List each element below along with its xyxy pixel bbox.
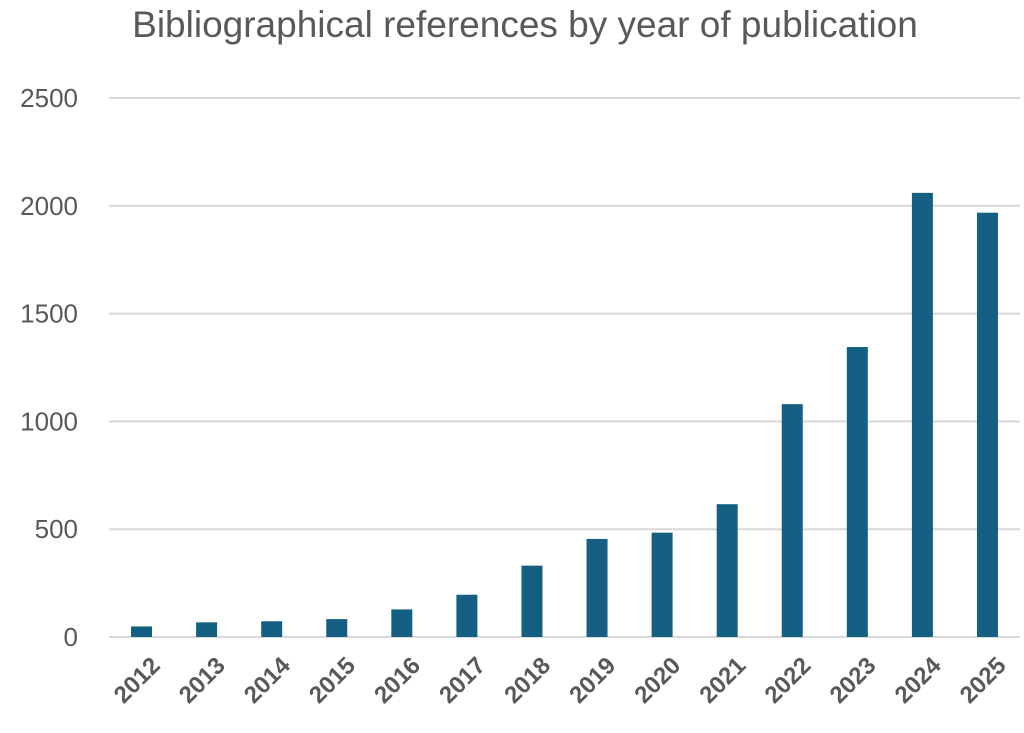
y-tick-label: 2500	[20, 83, 78, 113]
bar-2012	[131, 626, 153, 637]
bar-2018	[521, 565, 543, 637]
y-tick-label: 1500	[20, 299, 78, 329]
x-tick-label: 2017	[434, 652, 491, 709]
bar-2024	[911, 192, 933, 637]
bar-2023	[846, 347, 868, 637]
x-tick-label: 2015	[304, 652, 361, 709]
x-tick-label: 2016	[369, 652, 426, 709]
x-tick-label: 2024	[890, 652, 947, 709]
x-tick-label: 2014	[239, 652, 296, 709]
y-tick-label: 500	[35, 514, 78, 544]
bar-2021	[716, 504, 738, 637]
y-tick-label: 0	[64, 622, 78, 652]
bar-2017	[456, 594, 478, 637]
bar-2025	[976, 212, 998, 637]
bar-2022	[781, 404, 803, 637]
chart-title: Bibliographical references by year of pu…	[132, 4, 918, 45]
x-tick-label: 2018	[499, 652, 556, 709]
x-tick-label: 2023	[825, 652, 882, 709]
bar-2015	[326, 619, 348, 637]
x-tick-label: 2012	[109, 652, 166, 709]
x-tick-label: 2025	[955, 652, 1012, 709]
bar-2016	[391, 609, 413, 637]
bar-2014	[261, 621, 283, 637]
bar-2013	[196, 622, 218, 637]
x-tick-label: 2013	[174, 652, 231, 709]
x-tick-label: 2020	[629, 652, 686, 709]
x-tick-label: 2022	[760, 652, 817, 709]
y-tick-label: 2000	[20, 191, 78, 221]
x-tick-label: 2021	[694, 652, 751, 709]
y-tick-label: 1000	[20, 406, 78, 436]
bar-2020	[651, 532, 673, 637]
x-tick-label: 2019	[564, 652, 621, 709]
bar-2019	[586, 538, 608, 637]
